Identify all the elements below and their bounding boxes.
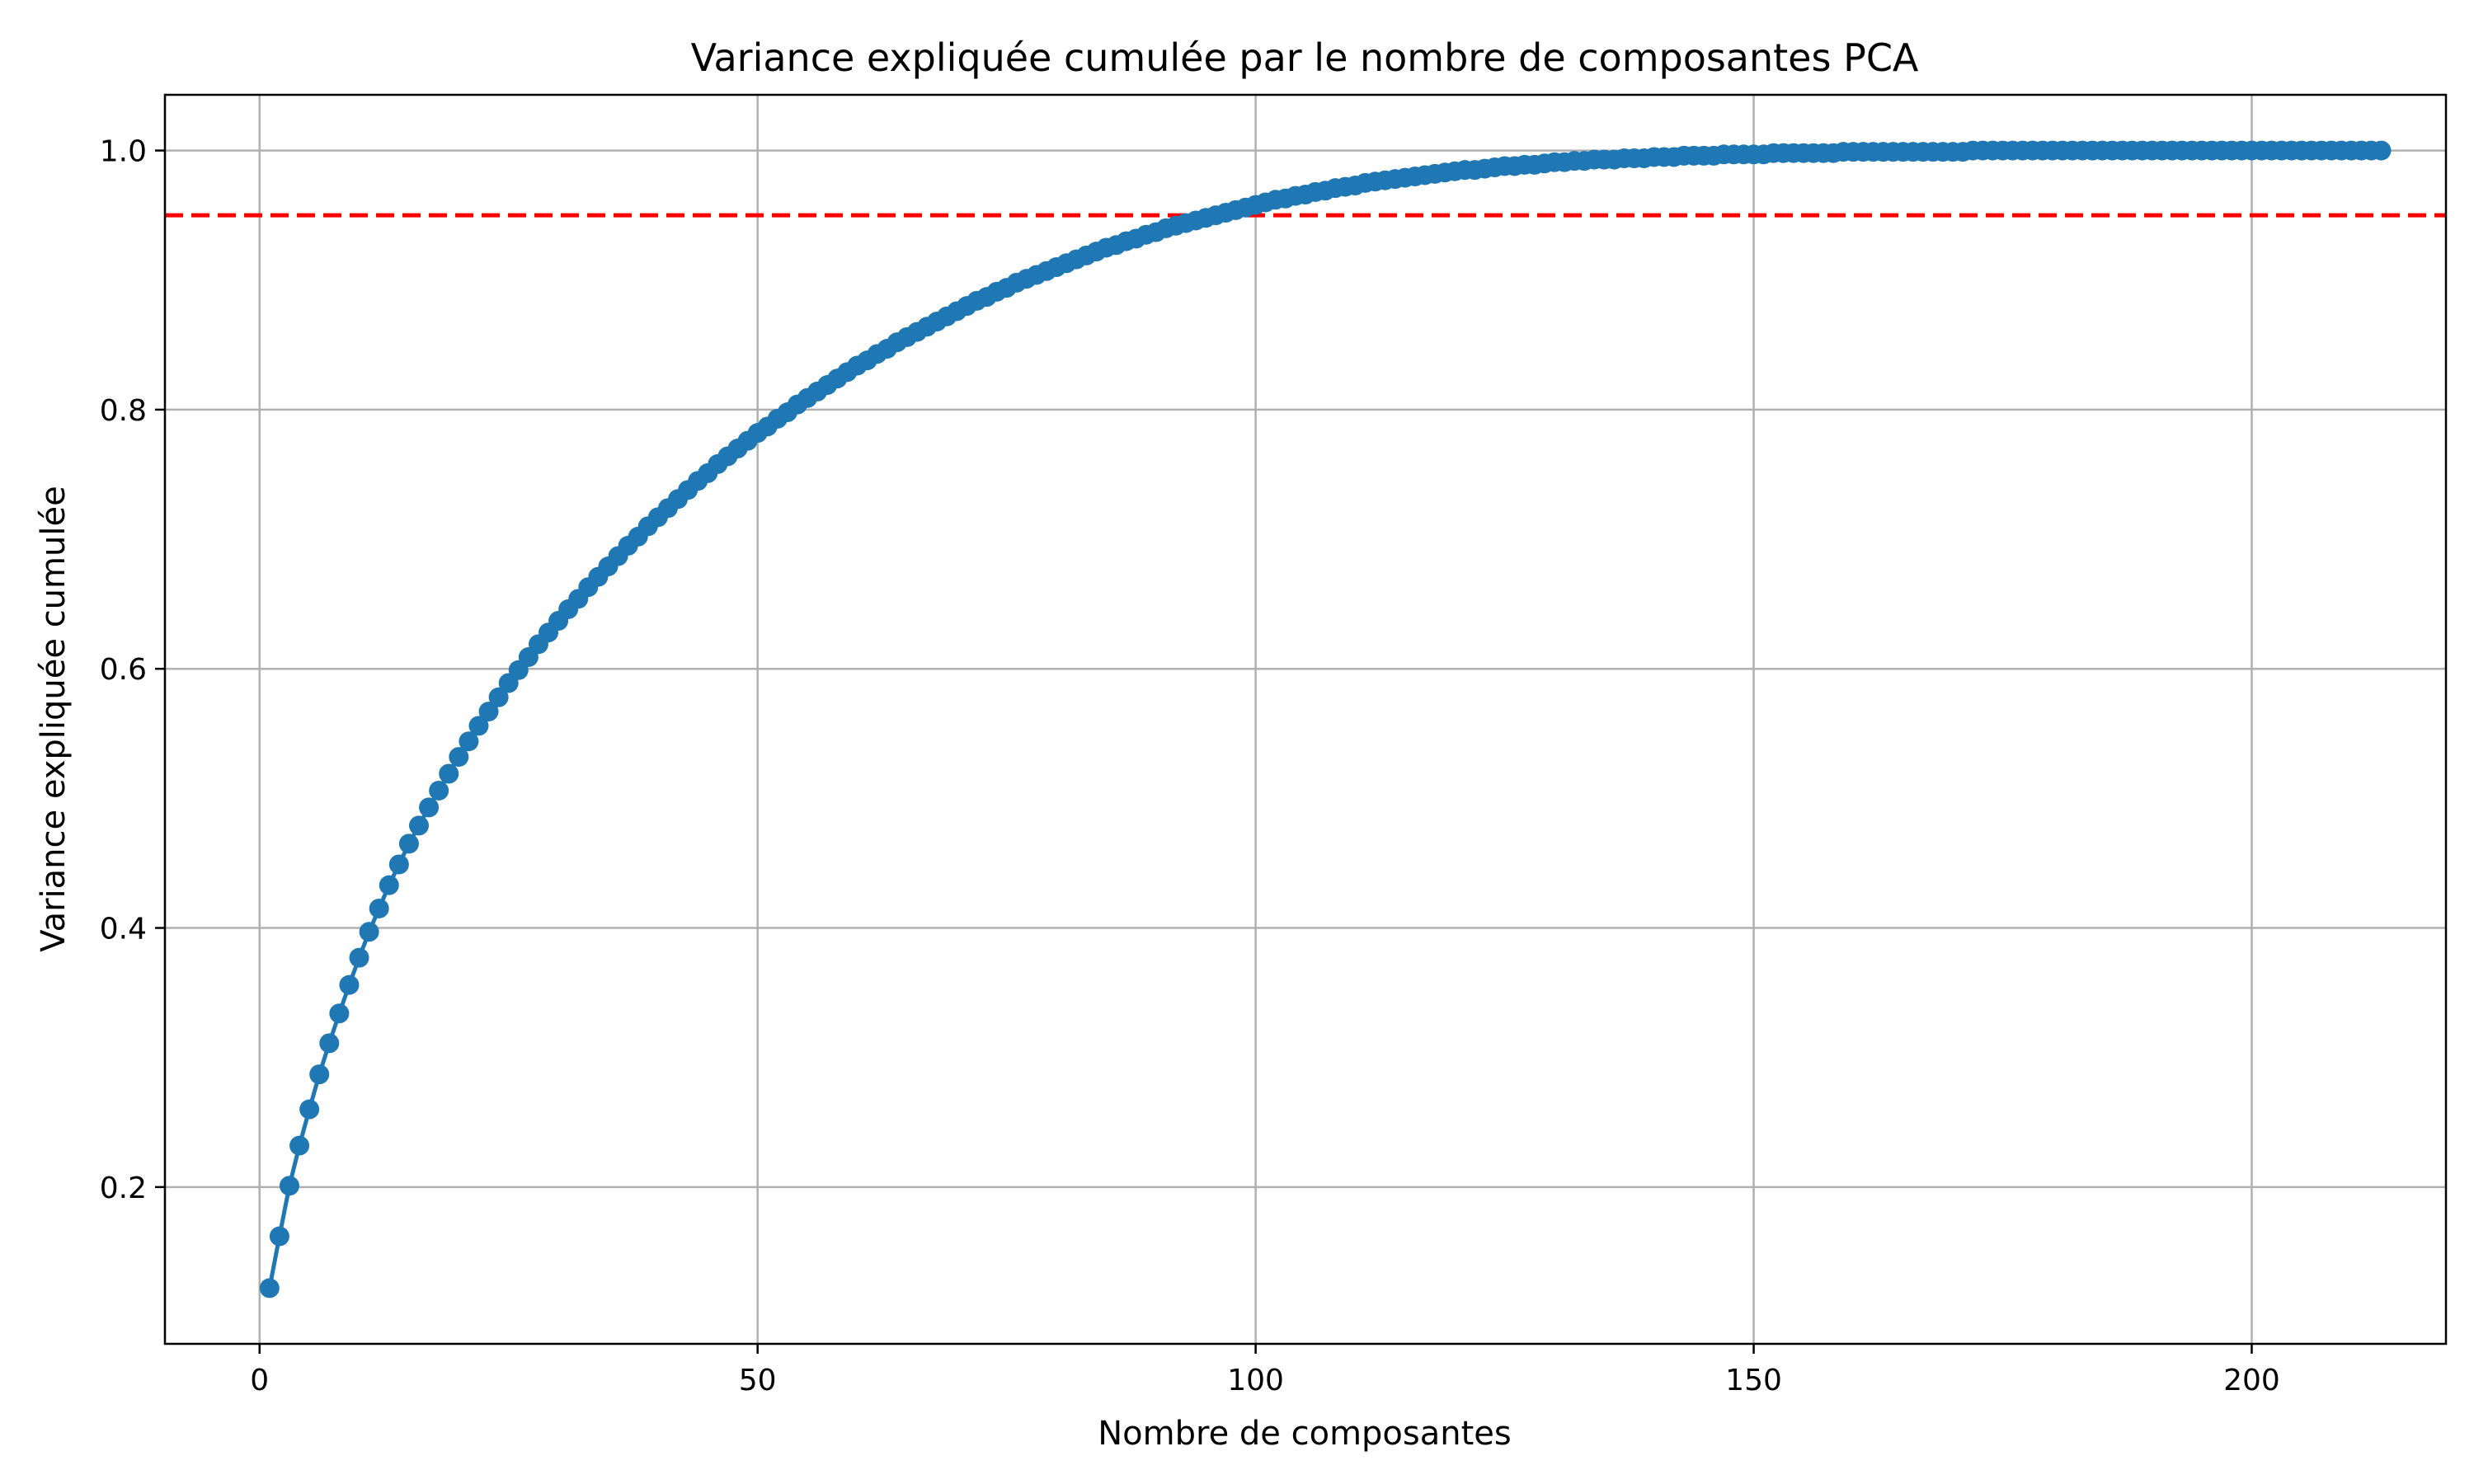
- data-point: [449, 747, 469, 768]
- data-point: [459, 731, 479, 752]
- data-point: [269, 1226, 289, 1247]
- y-tick-label: 1.0: [100, 135, 147, 169]
- chart-title: Variance expliquée cumulée par le nombre…: [691, 35, 1919, 80]
- data-point: [309, 1064, 330, 1085]
- x-tick-label: 100: [1227, 1364, 1284, 1397]
- data-point: [388, 854, 409, 875]
- y-tick-label: 0.6: [100, 653, 147, 687]
- data-point: [279, 1176, 299, 1196]
- x-tick-label: 150: [1725, 1364, 1782, 1397]
- plot-frame: [163, 93, 2448, 1345]
- data-point: [478, 702, 499, 722]
- x-axis-label: Nombre de composantes: [1098, 1415, 1511, 1453]
- y-axis-ticks: 0.2 0.4 0.6 0.8 1.0: [100, 135, 165, 1205]
- data-point: [299, 1099, 320, 1120]
- y-tick-label: 0.2: [100, 1172, 147, 1205]
- data-point: [369, 898, 389, 918]
- data-point: [319, 1033, 340, 1054]
- data-point: [439, 763, 459, 784]
- data-point: [429, 780, 449, 801]
- data-point: [398, 834, 419, 854]
- data-point: [329, 1003, 350, 1024]
- x-tick-label: 0: [250, 1364, 269, 1397]
- data-point: [2371, 140, 2392, 161]
- x-axis-ticks: 0 50 100 150 200: [250, 1344, 2280, 1397]
- data-point: [468, 716, 489, 736]
- y-tick-label: 0.8: [100, 394, 147, 428]
- data-point: [259, 1278, 280, 1298]
- data-point: [488, 687, 509, 707]
- y-tick-label: 0.4: [100, 913, 147, 946]
- series-group: [259, 140, 2392, 1298]
- data-point: [339, 974, 360, 995]
- data-point: [289, 1135, 310, 1156]
- data-point: [409, 815, 429, 836]
- x-tick-label: 50: [739, 1364, 777, 1397]
- data-point: [419, 797, 440, 818]
- data-point: [349, 947, 369, 968]
- data-point: [379, 875, 399, 895]
- x-tick-label: 200: [2223, 1364, 2280, 1397]
- data-point: [359, 922, 379, 942]
- y-axis-label: Variance expliquée cumulée: [35, 486, 73, 951]
